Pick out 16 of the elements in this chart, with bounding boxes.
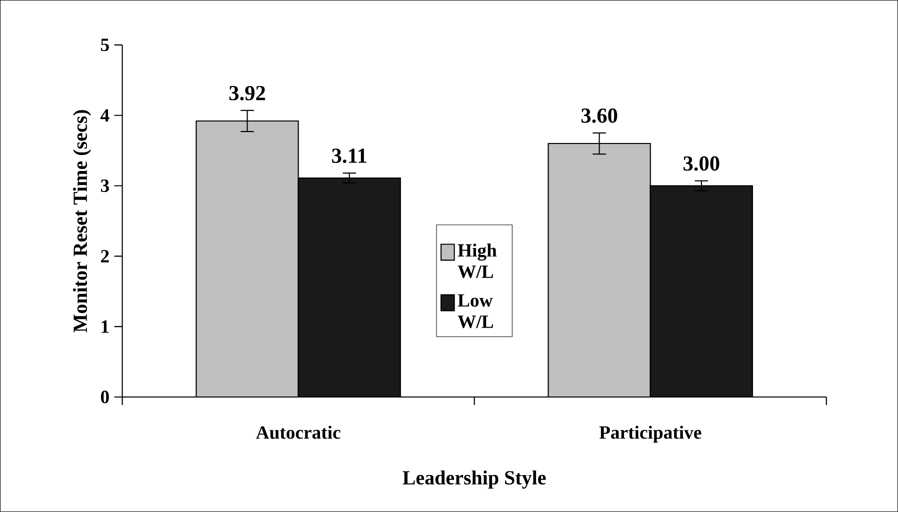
y-tick-label: 2 bbox=[101, 250, 109, 262]
x-tick-label: Autocratic bbox=[256, 426, 340, 439]
legend-label: High W/L bbox=[458, 244, 497, 278]
legend-label: Low W/L bbox=[458, 294, 494, 328]
y-axis-title: Monitor Reset Time (secs) bbox=[72, 110, 92, 332]
data-label: 3.60 bbox=[581, 108, 618, 123]
y-tick-label: 1 bbox=[102, 320, 109, 333]
data-label: 3.11 bbox=[332, 148, 366, 164]
y-tick-label: 0 bbox=[100, 390, 109, 404]
x-axis-title: Leadership Style bbox=[402, 470, 546, 489]
x-tick-label: Participative bbox=[599, 426, 702, 443]
data-label: 3.92 bbox=[229, 86, 266, 100]
y-tick-label: 5 bbox=[101, 38, 109, 52]
data-label: 3.00 bbox=[684, 156, 720, 171]
y-tick-label: 3 bbox=[100, 180, 109, 192]
y-tick-label: 4 bbox=[100, 109, 110, 122]
